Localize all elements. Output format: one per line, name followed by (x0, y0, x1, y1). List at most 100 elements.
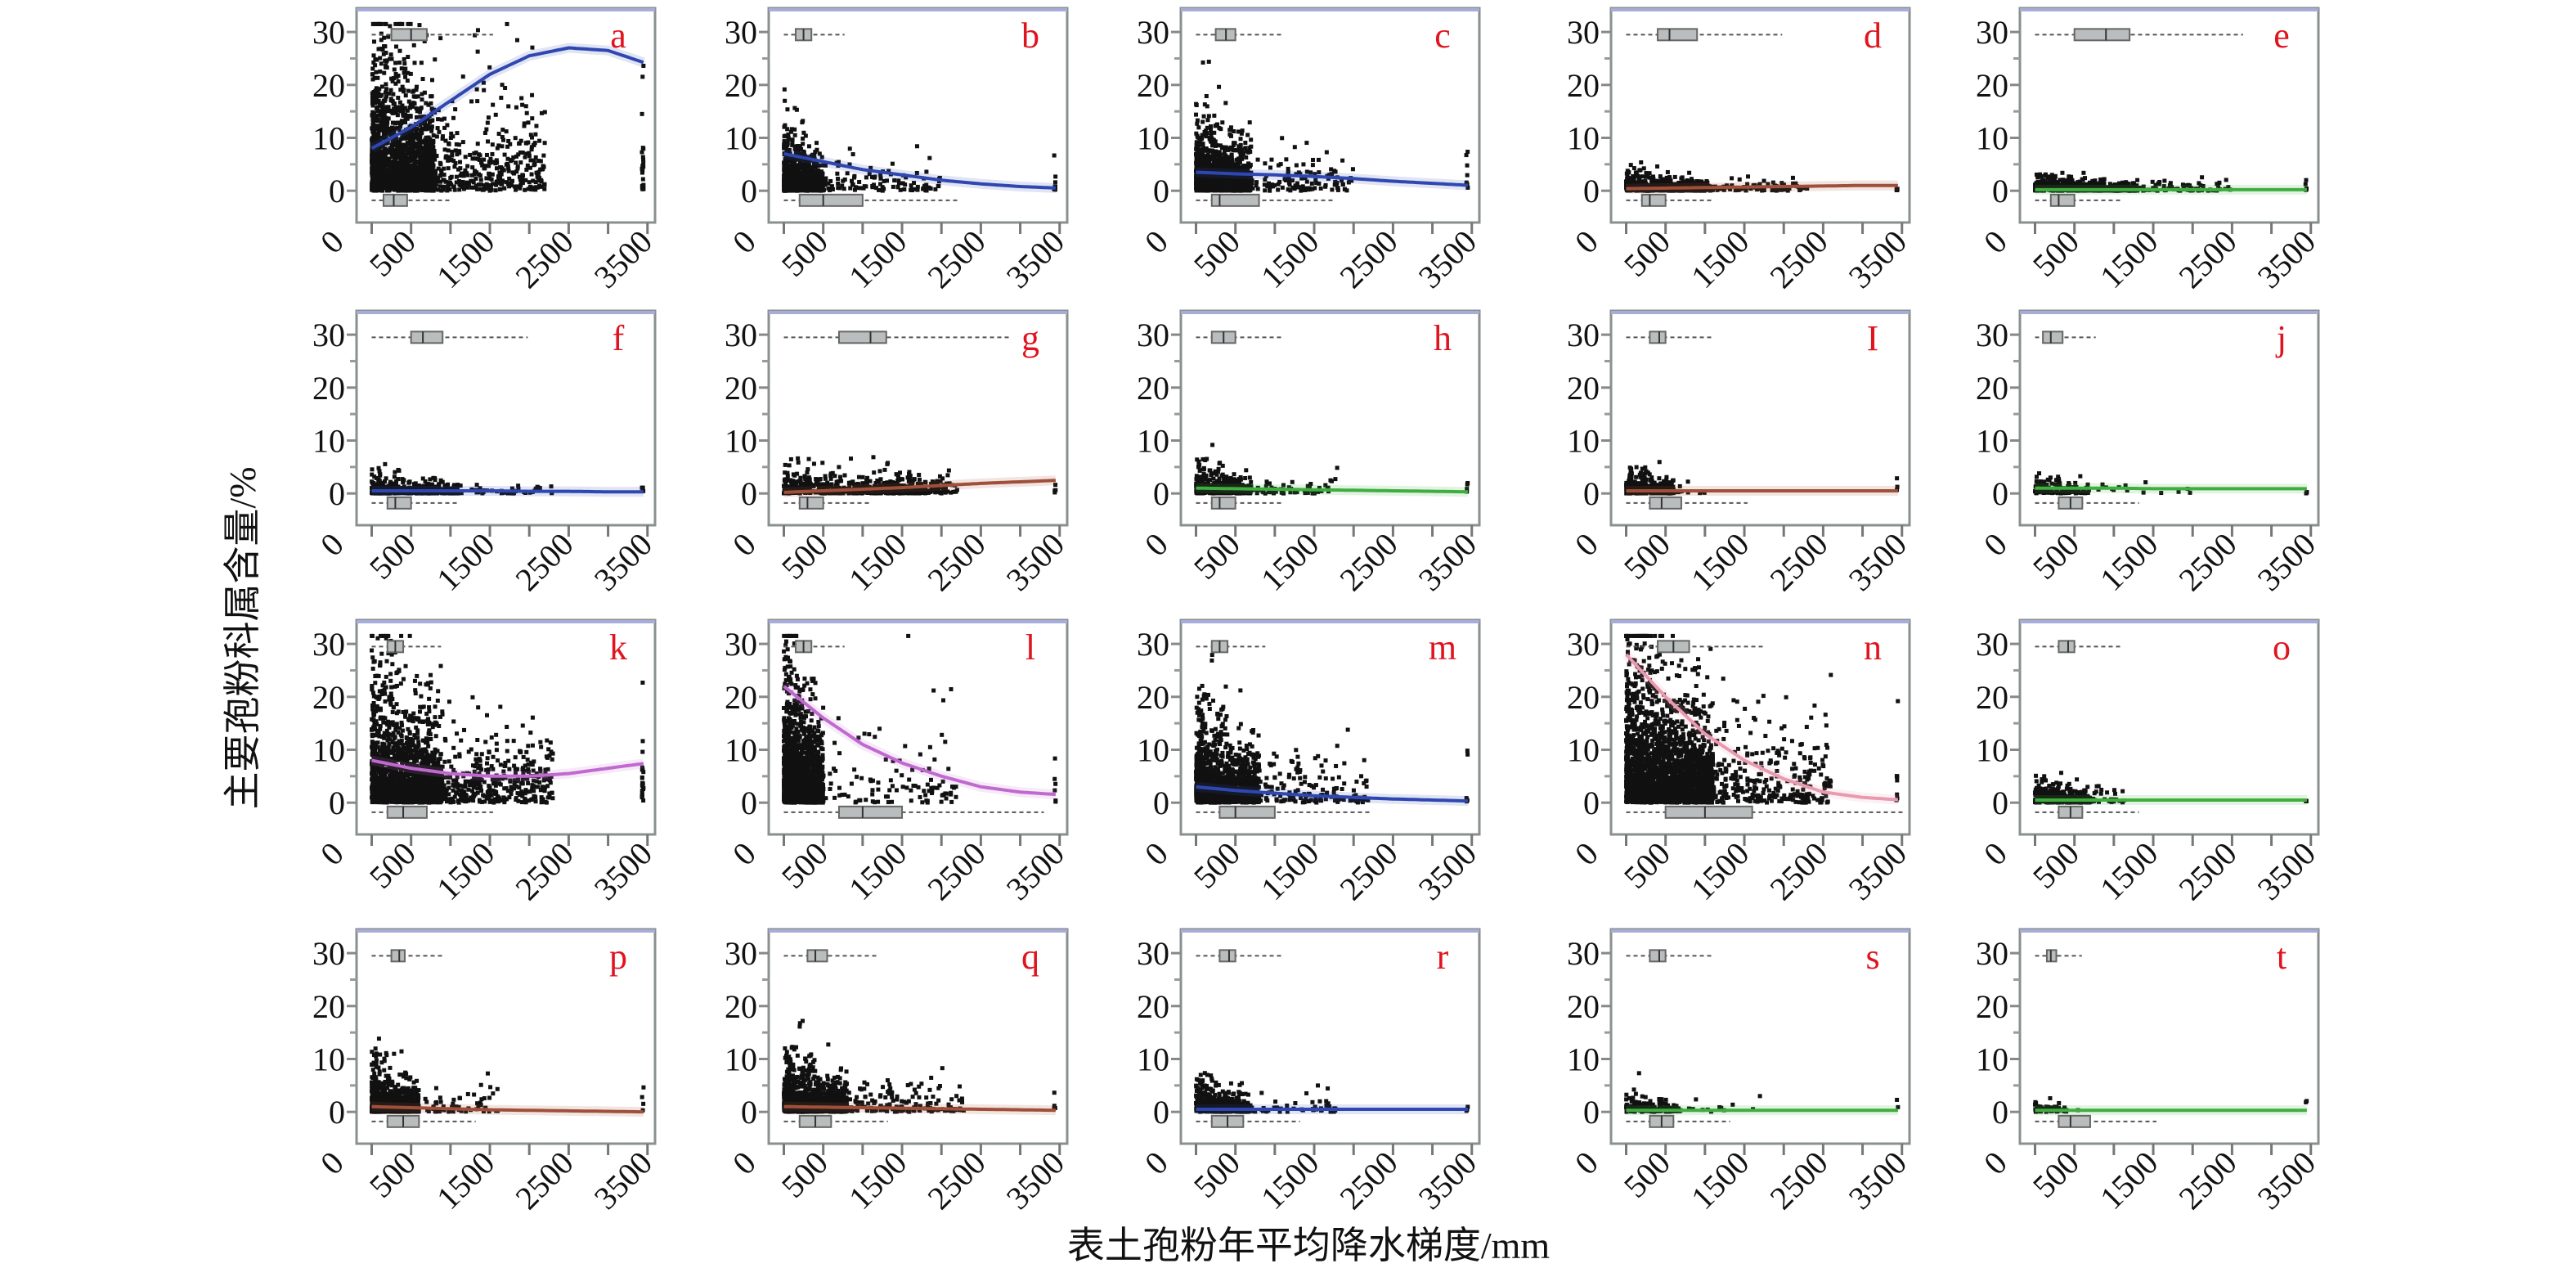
data-point (806, 181, 811, 186)
data-point (408, 21, 413, 26)
data-point (382, 44, 387, 49)
data-point (1243, 140, 1248, 145)
data-point (379, 180, 384, 185)
data-point (398, 149, 403, 154)
data-point (1211, 137, 1216, 142)
data-point (1216, 156, 1221, 161)
data-point (384, 172, 388, 177)
data-point (419, 128, 424, 133)
data-point (1316, 157, 1321, 162)
data-point (522, 121, 527, 126)
data-point (1218, 187, 1223, 191)
data-point (379, 31, 384, 36)
data-point (902, 187, 907, 191)
data-point (406, 132, 411, 137)
data-point (1219, 178, 1224, 183)
data-point (407, 158, 412, 163)
data-point (420, 77, 425, 82)
data-point (389, 142, 394, 147)
data-point (505, 164, 510, 169)
data-point (1202, 102, 1207, 107)
data-point (401, 142, 406, 147)
data-point (375, 75, 380, 80)
data-point (502, 152, 507, 157)
data-point (500, 137, 505, 142)
data-point (1206, 114, 1211, 119)
data-point (462, 171, 467, 176)
data-point (432, 149, 437, 154)
data-point (376, 128, 381, 133)
data-point (397, 108, 402, 113)
data-point (1214, 159, 1219, 164)
data-point (380, 188, 385, 193)
data-point (1223, 163, 1228, 168)
data-point (388, 176, 393, 181)
data-point (1308, 170, 1313, 175)
data-point (490, 172, 495, 177)
data-point (456, 178, 461, 183)
data-point (436, 117, 441, 122)
data-point (481, 80, 486, 85)
data-point (1209, 134, 1214, 139)
data-point (384, 141, 388, 146)
data-point (802, 157, 807, 162)
data-point (473, 169, 478, 173)
data-point (1232, 141, 1237, 146)
data-point (1200, 184, 1205, 189)
data-point (400, 103, 405, 108)
data-point (394, 74, 399, 79)
data-point (535, 185, 540, 190)
data-point (483, 164, 488, 169)
data-point (799, 171, 804, 176)
data-point (1219, 182, 1224, 187)
data-point (442, 166, 447, 171)
data-point (783, 178, 788, 183)
data-point (1216, 182, 1221, 187)
data-point (788, 173, 793, 178)
data-point (503, 85, 508, 90)
data-point (397, 139, 402, 144)
data-point (389, 108, 394, 113)
data-point (420, 151, 424, 155)
data-point (433, 184, 438, 189)
data-point (372, 160, 377, 165)
data-point (790, 140, 795, 145)
data-point (395, 126, 400, 131)
data-point (798, 162, 803, 167)
data-point (377, 157, 382, 162)
data-point (1204, 164, 1209, 169)
data-point (862, 184, 867, 189)
data-point (1270, 182, 1275, 187)
data-point (537, 138, 542, 143)
data-point (484, 152, 489, 157)
data-point (1210, 186, 1215, 191)
data-point (890, 161, 895, 166)
data-point (1243, 187, 1248, 192)
data-point (914, 170, 919, 175)
data-point (486, 139, 491, 144)
data-point (403, 66, 408, 71)
data-point (487, 188, 492, 193)
data-point (1313, 186, 1317, 191)
data-point (432, 179, 437, 184)
data-point (1329, 167, 1334, 172)
data-point (782, 134, 787, 139)
data-point (393, 183, 397, 188)
data-point (877, 187, 882, 192)
data-point (542, 110, 547, 115)
data-point (401, 149, 406, 154)
data-point (411, 126, 416, 131)
data-point (463, 155, 468, 160)
data-point (1248, 174, 1253, 179)
data-point (500, 83, 505, 88)
data-point (1243, 173, 1248, 178)
data-point (1200, 119, 1205, 124)
data-point (389, 187, 394, 191)
fit-curve (370, 46, 644, 151)
data-point (874, 186, 879, 191)
data-point (1229, 152, 1234, 157)
data-point (1206, 165, 1211, 170)
data-point (1238, 153, 1243, 158)
data-point (1196, 151, 1200, 156)
